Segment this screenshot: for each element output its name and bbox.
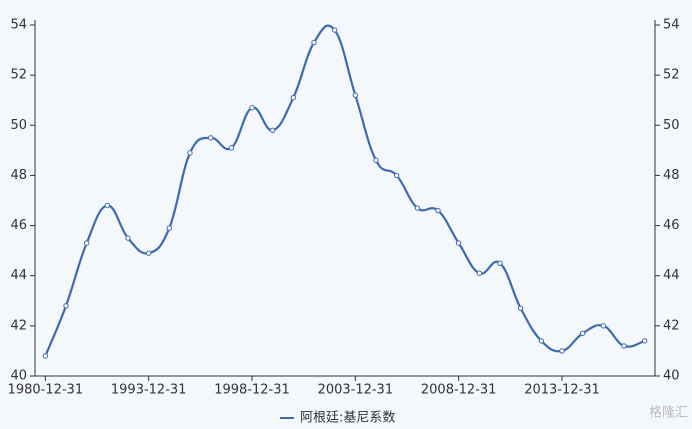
point	[63, 303, 69, 309]
point	[476, 270, 483, 276]
point	[145, 250, 152, 256]
point	[249, 105, 255, 111]
point	[104, 202, 111, 209]
point	[187, 150, 193, 156]
y2-tick-label: 44	[663, 268, 680, 283]
point	[166, 225, 173, 231]
point	[207, 135, 214, 141]
point	[352, 92, 359, 98]
point	[373, 157, 379, 164]
y2-tick-label: 46	[663, 218, 680, 233]
y-tick-label: 48	[10, 168, 27, 183]
point	[497, 260, 503, 266]
point	[269, 127, 276, 134]
point	[621, 343, 627, 349]
watermark: 格隆汇	[649, 405, 688, 421]
y2-tick-label: 52	[663, 68, 680, 83]
point	[331, 27, 338, 33]
point	[125, 235, 131, 241]
x-tick-label: 2008-12-31	[421, 383, 497, 398]
point	[83, 240, 90, 246]
point	[559, 348, 565, 354]
y-tick-label: 46	[10, 218, 27, 233]
point	[42, 353, 49, 359]
point	[414, 205, 421, 211]
x-tick-label: 1998-12-31	[214, 383, 290, 398]
point	[290, 95, 297, 101]
point	[641, 338, 648, 344]
y2-tick-label: 40	[663, 369, 680, 384]
point	[538, 338, 545, 344]
point	[311, 39, 317, 46]
point	[228, 145, 235, 151]
y-tick-label: 54	[10, 18, 27, 33]
y2-tick-label: 48	[663, 168, 680, 183]
point	[600, 323, 607, 329]
point	[579, 330, 586, 337]
point	[393, 172, 400, 179]
y2-tick-label: 50	[663, 118, 680, 133]
x-tick-label: 1980-12-31	[8, 383, 84, 398]
point	[435, 207, 441, 214]
x-tick-label: 2003-12-31	[318, 383, 394, 398]
y2-tick-label: 42	[663, 318, 680, 333]
y-tick-label: 52	[10, 68, 27, 83]
y2-tick-label: 54	[663, 18, 680, 33]
y-tick-label: 40	[10, 369, 27, 384]
legend-label: 阿根廷:基尼系数	[300, 411, 395, 426]
x-tick-label: 1993-12-31	[111, 383, 187, 398]
y-tick-label: 44	[10, 268, 27, 283]
point	[455, 240, 462, 246]
y-tick-label: 50	[10, 118, 27, 133]
point	[517, 305, 524, 312]
y-tick-label: 42	[10, 318, 27, 333]
x-tick-label: 2013-12-31	[524, 383, 600, 398]
